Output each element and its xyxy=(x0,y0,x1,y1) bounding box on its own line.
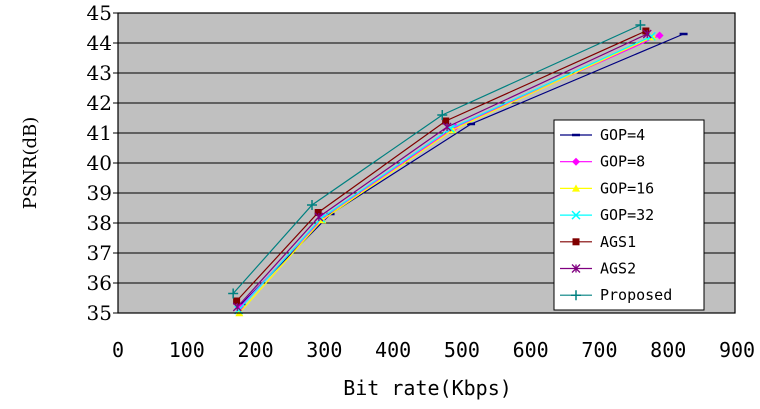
series-proposed xyxy=(228,20,646,299)
data-point xyxy=(655,31,664,40)
y-tick-label: 43 xyxy=(87,61,112,85)
x-tick-label: 800 xyxy=(650,338,686,362)
legend-item: AGS2 xyxy=(560,260,636,278)
data-point xyxy=(572,238,580,246)
data-point xyxy=(233,297,241,305)
legend-label: GOP=16 xyxy=(600,179,654,197)
y-tick-label: 40 xyxy=(87,151,112,175)
y-tick-label: 35 xyxy=(87,301,112,325)
series-ags2 xyxy=(232,29,652,312)
x-tick-label: 600 xyxy=(513,338,549,362)
data-point xyxy=(307,200,318,210)
y-tick-label: 45 xyxy=(87,1,112,25)
data-point xyxy=(571,210,581,220)
data-point xyxy=(642,29,652,39)
series-line xyxy=(238,36,653,314)
data-point xyxy=(314,209,322,216)
series-line xyxy=(236,33,648,308)
data-point xyxy=(635,20,646,30)
legend-label: GOP=32 xyxy=(600,206,654,224)
legend-label: AGS2 xyxy=(600,260,636,278)
series-line xyxy=(236,30,647,302)
legend-item: GOP=8 xyxy=(560,153,645,171)
data-point xyxy=(232,302,242,312)
legend-item: Proposed xyxy=(560,286,672,304)
y-tick-label: 41 xyxy=(87,121,112,145)
series-layer xyxy=(228,20,688,317)
legend-item: AGS1 xyxy=(560,233,636,251)
x-tick-label: 500 xyxy=(444,338,480,362)
data-point xyxy=(572,157,580,166)
x-tick-label: 200 xyxy=(237,338,273,362)
legend-label: GOP=4 xyxy=(600,126,645,144)
x-axis-label: Bit rate(Kbps) xyxy=(343,376,512,400)
y-tick-label: 44 xyxy=(87,31,112,55)
series-ags1 xyxy=(233,27,650,305)
y-axis-label: PSNR(dB) xyxy=(20,117,41,210)
x-tick-label: 300 xyxy=(306,338,342,362)
data-point xyxy=(571,264,581,273)
series-line xyxy=(232,24,641,294)
y-tick-label: 39 xyxy=(87,181,112,205)
x-axis-ticks: 0 100 200 300 400 500 600 700 800 900 xyxy=(112,338,755,362)
legend-item: GOP=16 xyxy=(560,179,654,197)
x-tick-label: 100 xyxy=(169,338,205,362)
data-point xyxy=(437,110,448,120)
legend-label: Proposed xyxy=(600,286,672,304)
x-tick-label: 0 xyxy=(112,338,124,362)
y-axis-ticks: 35 36 37 38 39 40 41 42 43 44 45 xyxy=(87,1,118,325)
series-line xyxy=(240,33,684,305)
y-tick-label: 37 xyxy=(87,241,112,265)
x-tick-label: 700 xyxy=(581,338,617,362)
data-point xyxy=(442,122,452,132)
data-point xyxy=(572,184,580,192)
y-tick-label: 42 xyxy=(87,91,112,115)
series-line xyxy=(238,35,652,311)
legend-label: AGS1 xyxy=(600,233,636,251)
x-tick-label: 900 xyxy=(719,338,755,362)
legend-label: GOP=8 xyxy=(600,153,645,171)
legend-item: GOP=4 xyxy=(560,126,645,144)
data-point xyxy=(642,27,650,35)
legend: GOP=4 GOP=8 GOP=16 GOP=32 AGS1 AGS2 Proposed xyxy=(553,119,705,311)
legend-item: GOP=32 xyxy=(560,206,654,224)
data-point xyxy=(314,212,324,222)
x-tick-label: 400 xyxy=(375,338,411,362)
y-tick-label: 38 xyxy=(87,211,112,235)
data-point xyxy=(442,117,450,125)
y-tick-label: 36 xyxy=(87,271,112,295)
data-point xyxy=(228,288,239,299)
data-point xyxy=(571,290,581,301)
